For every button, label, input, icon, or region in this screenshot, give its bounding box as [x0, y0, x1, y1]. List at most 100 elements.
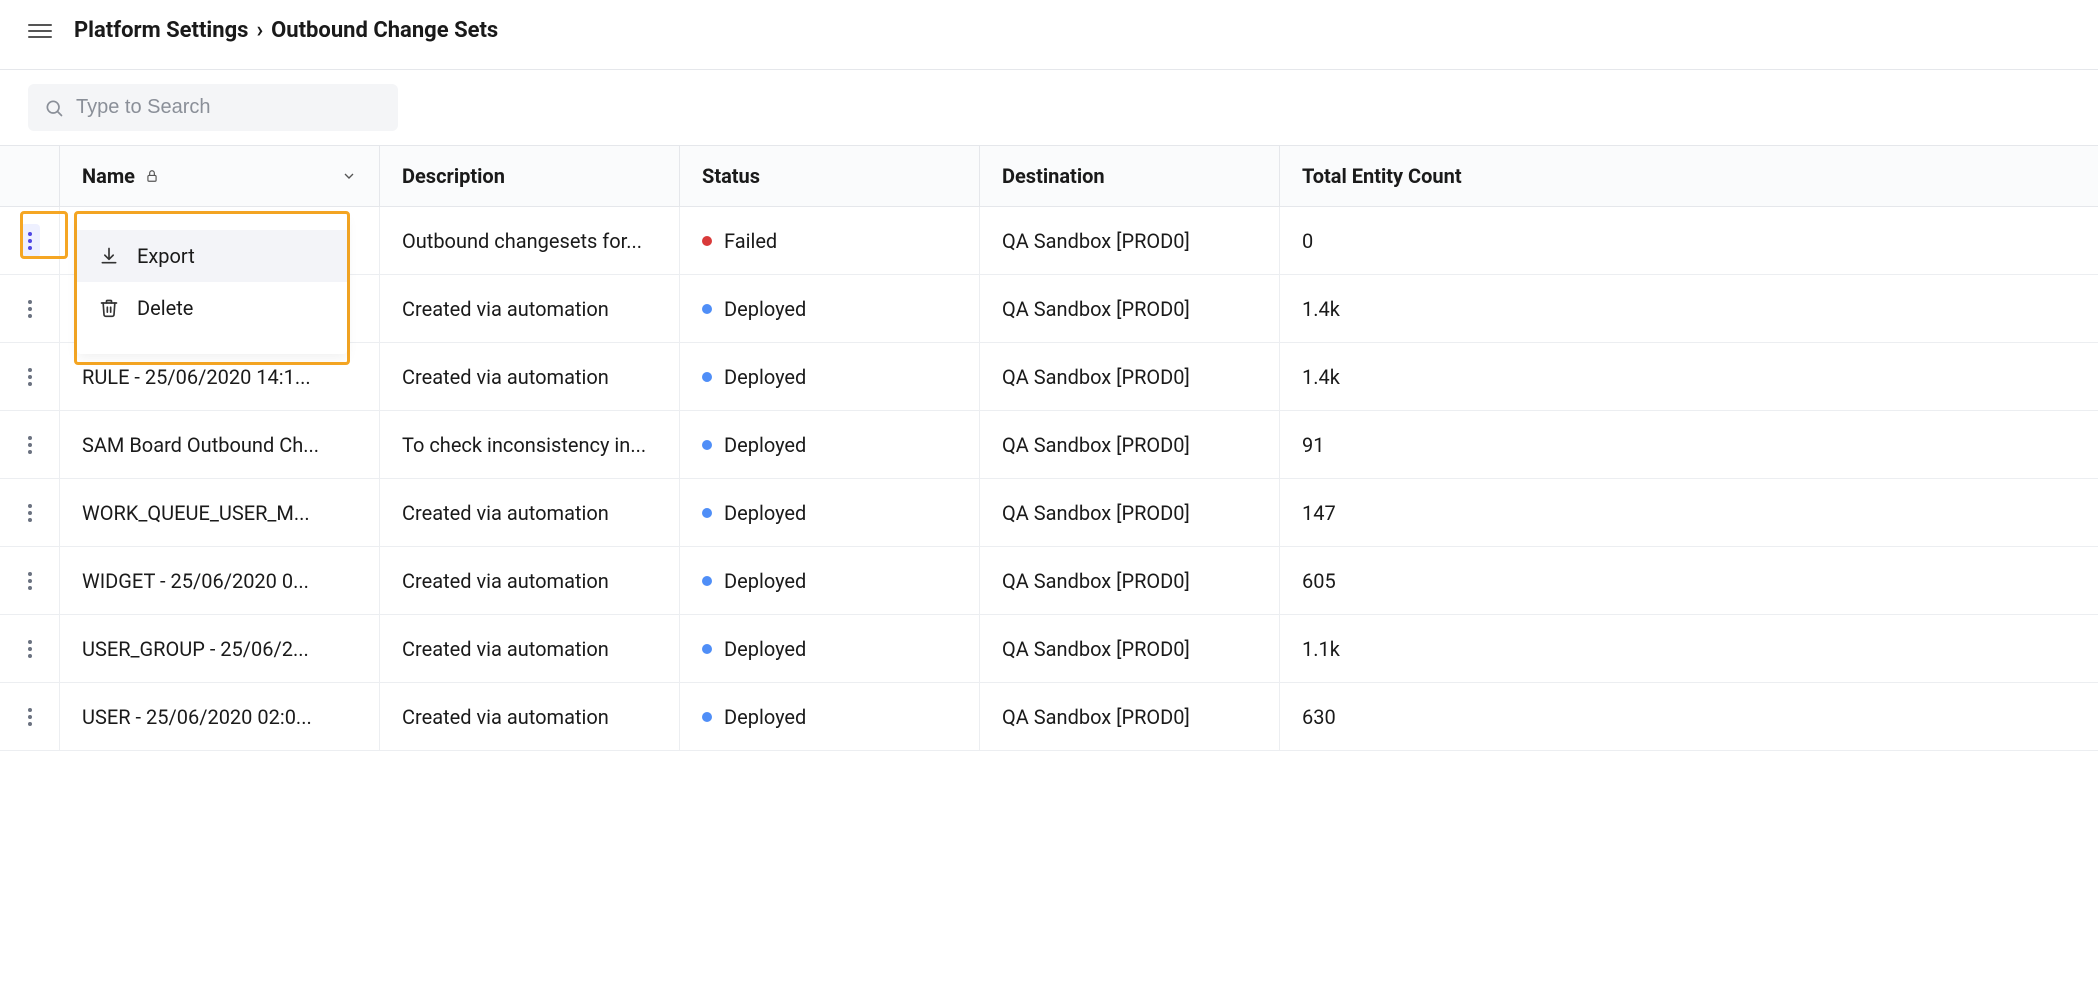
header-destination[interactable]: Destination	[980, 146, 1280, 206]
search-region	[0, 70, 2098, 145]
table-body: Outbound changesets for... Failed QA Sandb…	[0, 207, 2098, 751]
cell-destination: QA Sandbox [PROD0]	[980, 207, 1280, 274]
hamburger-menu-icon[interactable]	[28, 24, 52, 38]
cell-status: Deployed	[680, 479, 980, 546]
row-actions-cell	[0, 615, 60, 682]
table-row[interactable]: USER_GROUP - 25/06/2...Created via autom…	[0, 615, 2098, 683]
status-label: Deployed	[724, 705, 806, 729]
breadcrumb-parent[interactable]: Platform Settings	[74, 18, 248, 43]
cell-name[interactable]: WORK_QUEUE_USER_M...	[60, 479, 380, 546]
change-sets-table: Name Description Status Destination Tota…	[0, 145, 2098, 751]
table-row[interactable]: WORK_QUEUE_USER_M...Created via automati…	[0, 479, 2098, 547]
status-dot-icon	[702, 372, 712, 382]
cell-destination: QA Sandbox [PROD0]	[980, 275, 1280, 342]
row-actions-cell	[0, 343, 60, 410]
cell-name[interactable]: USER_GROUP - 25/06/2...	[60, 615, 380, 682]
row-actions-cell	[0, 411, 60, 478]
chevron-right-icon: ›	[256, 18, 263, 43]
cell-description: Created via automation	[380, 615, 680, 682]
row-actions-cell	[0, 479, 60, 546]
row-actions-cell	[0, 683, 60, 750]
table-row[interactable]: WIDGET - 25/06/2020 0...Created via auto…	[0, 547, 2098, 615]
kebab-icon[interactable]	[20, 564, 40, 598]
search-input[interactable]	[76, 96, 382, 119]
header-status[interactable]: Status	[680, 146, 980, 206]
cell-status: Deployed	[680, 547, 980, 614]
status-dot-icon	[702, 712, 712, 722]
status-label: Deployed	[724, 637, 806, 661]
status-dot-icon	[702, 304, 712, 314]
header-count[interactable]: Total Entity Count	[1280, 146, 2098, 206]
cell-count: 91	[1280, 411, 2098, 478]
cell-description: Created via automation	[380, 683, 680, 750]
kebab-icon[interactable]	[20, 292, 40, 326]
header-name[interactable]: Name	[60, 146, 380, 206]
breadcrumb-current: Outbound Change Sets	[271, 18, 498, 43]
cell-name[interactable]: USER - 25/06/2020 02:0...	[60, 683, 380, 750]
kebab-icon[interactable]	[20, 360, 40, 394]
cell-destination: QA Sandbox [PROD0]	[980, 343, 1280, 410]
cell-description: Created via automation	[380, 479, 680, 546]
kebab-icon[interactable]	[20, 700, 40, 734]
status-dot-icon	[702, 576, 712, 586]
status-label: Deployed	[724, 501, 806, 525]
header-actions	[0, 146, 60, 206]
trash-icon	[99, 298, 119, 318]
cell-name[interactable]: SAM Board Outbound Ch...	[60, 411, 380, 478]
cell-count: 1.4k	[1280, 275, 2098, 342]
kebab-icon[interactable]	[20, 632, 40, 666]
status-dot-icon	[702, 644, 712, 654]
cell-count: 605	[1280, 547, 2098, 614]
status-dot-icon	[702, 236, 712, 246]
cell-destination: QA Sandbox [PROD0]	[980, 615, 1280, 682]
cell-status: Deployed	[680, 615, 980, 682]
cell-description: Created via automation	[380, 275, 680, 342]
row-actions-cell	[0, 275, 60, 342]
lock-icon	[145, 169, 159, 183]
table-row[interactable]: USER - 25/06/2020 02:0...Created via aut…	[0, 683, 2098, 751]
table-row[interactable]: SAM Board Outbound Ch...To check inconsi…	[0, 411, 2098, 479]
header-name-label: Name	[82, 164, 135, 188]
cell-destination: QA Sandbox [PROD0]	[980, 547, 1280, 614]
status-label: Deployed	[724, 297, 806, 321]
download-icon	[99, 246, 119, 266]
cell-destination: QA Sandbox [PROD0]	[980, 411, 1280, 478]
cell-description: Outbound changesets for...	[380, 207, 680, 274]
status-dot-icon	[702, 440, 712, 450]
row-actions-menu: Export Delete	[77, 214, 347, 354]
cell-status: Deployed	[680, 411, 980, 478]
status-label: Deployed	[724, 365, 806, 389]
status-label: Failed	[724, 229, 777, 253]
kebab-icon[interactable]	[20, 496, 40, 530]
cell-count: 0	[1280, 207, 2098, 274]
search-icon	[44, 98, 64, 118]
cell-description: Created via automation	[380, 547, 680, 614]
cell-count: 147	[1280, 479, 2098, 546]
row-actions-cell	[0, 547, 60, 614]
kebab-icon[interactable]	[20, 224, 40, 258]
cell-status: Deployed	[680, 683, 980, 750]
search-box[interactable]	[28, 84, 398, 131]
menu-item-delete[interactable]: Delete	[77, 282, 347, 334]
menu-item-delete-label: Delete	[137, 296, 193, 320]
cell-description: To check inconsistency in...	[380, 411, 680, 478]
row-actions-cell	[0, 207, 60, 274]
cell-description: Created via automation	[380, 343, 680, 410]
cell-count: 1.4k	[1280, 343, 2098, 410]
menu-item-export[interactable]: Export	[77, 230, 347, 282]
header-description[interactable]: Description	[380, 146, 680, 206]
status-dot-icon	[702, 508, 712, 518]
status-label: Deployed	[724, 433, 806, 457]
menu-item-export-label: Export	[137, 244, 195, 268]
top-bar: Platform Settings › Outbound Change Sets	[0, 0, 2098, 69]
cell-status: Failed	[680, 207, 980, 274]
status-label: Deployed	[724, 569, 806, 593]
kebab-icon[interactable]	[20, 428, 40, 462]
cell-status: Deployed	[680, 343, 980, 410]
cell-count: 630	[1280, 683, 2098, 750]
table-header: Name Description Status Destination Tota…	[0, 145, 2098, 207]
cell-destination: QA Sandbox [PROD0]	[980, 479, 1280, 546]
chevron-down-icon	[341, 168, 357, 184]
cell-name[interactable]: WIDGET - 25/06/2020 0...	[60, 547, 380, 614]
breadcrumb: Platform Settings › Outbound Change Sets	[74, 18, 498, 43]
